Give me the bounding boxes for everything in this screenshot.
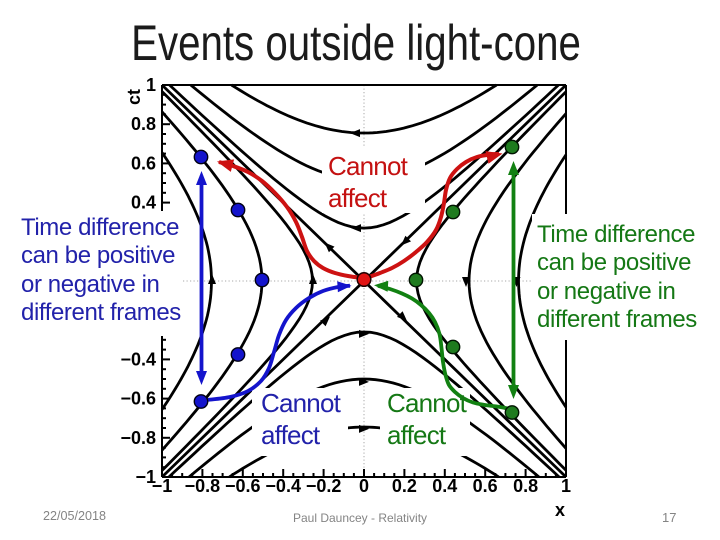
svg-text:−1: −1 <box>135 467 156 487</box>
svg-text:0.8: 0.8 <box>513 476 538 496</box>
svg-text:1: 1 <box>146 75 156 95</box>
svg-text:0.8: 0.8 <box>131 114 156 134</box>
svg-text:x: x <box>555 500 565 520</box>
svg-text:0: 0 <box>359 476 369 496</box>
svg-text:−0.8: −0.8 <box>185 476 221 496</box>
svg-text:1: 1 <box>561 476 571 496</box>
svg-text:−0.6: −0.6 <box>225 476 261 496</box>
svg-text:ct: ct <box>124 89 144 105</box>
svg-text:−0.2: −0.2 <box>306 476 342 496</box>
svg-text:0.4: 0.4 <box>131 193 156 213</box>
svg-text:−0.8: −0.8 <box>120 428 156 448</box>
svg-text:0.4: 0.4 <box>432 476 457 496</box>
svg-text:−0.6: −0.6 <box>120 389 156 409</box>
svg-text:0.6: 0.6 <box>131 153 156 173</box>
svg-text:−1: −1 <box>152 476 173 496</box>
svg-text:0.6: 0.6 <box>473 476 498 496</box>
svg-text:−0.4: −0.4 <box>120 349 156 369</box>
svg-text:0.2: 0.2 <box>392 476 417 496</box>
svg-text:−0.4: −0.4 <box>265 476 301 496</box>
